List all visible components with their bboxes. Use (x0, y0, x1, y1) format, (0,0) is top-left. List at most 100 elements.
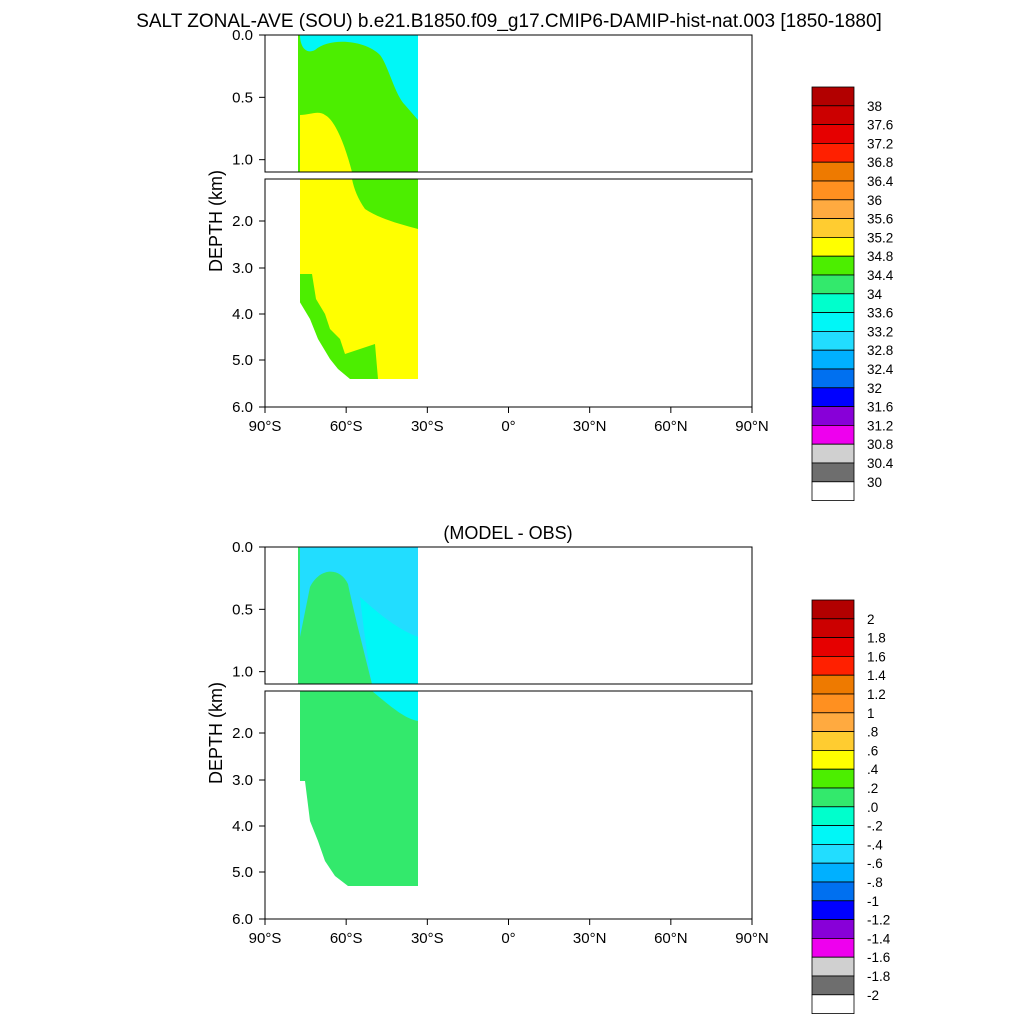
x-tick-label: 90°N (735, 418, 769, 435)
contour-fills (298, 35, 420, 407)
colorbar-label: 32.4 (867, 362, 894, 377)
y-tick-label: 2.0 (232, 213, 253, 230)
colorbar-label: 37.2 (867, 136, 893, 151)
x-tick-label: 30°S (411, 930, 444, 947)
colorbar-swatch (811, 462, 855, 483)
colorbar-swatch (811, 731, 855, 751)
x-tick-label: 90°N (735, 930, 769, 947)
colorbar-label: 31.6 (867, 400, 893, 415)
seafloor-mask (298, 781, 348, 886)
colorbar-swatch (811, 919, 855, 939)
x-tick-label: 60°N (654, 930, 688, 947)
colorbar-swatch (811, 180, 855, 201)
colorbar-swatch (811, 293, 855, 313)
colorbar-label: 36.8 (867, 155, 893, 170)
x-tick-label: 60°N (654, 418, 688, 435)
y-tick-label: 0.5 (232, 601, 253, 618)
colorbar-swatch (811, 349, 855, 370)
colorbar-swatch (811, 161, 855, 182)
colorbar-swatch (811, 881, 855, 902)
y-axis-label: DEPTH (km) (206, 682, 226, 784)
colorbar-swatch (811, 274, 855, 295)
y-tick-label: 6.0 (232, 911, 253, 928)
y-tick-label: 1.0 (232, 152, 253, 169)
y-axis-label: DEPTH (km) (206, 170, 226, 272)
x-tick-label: 0° (501, 418, 515, 435)
x-tick-label: 30°N (573, 418, 607, 435)
colorbar-swatch (811, 105, 855, 126)
colorbar-swatch (811, 218, 855, 238)
y-tick-label: 0.5 (232, 89, 253, 106)
colorbar-swatch (811, 656, 855, 676)
colorbar-swatch (811, 693, 855, 714)
colorbar-swatch (811, 844, 855, 864)
colorbar-swatch (811, 481, 855, 501)
colorbar-label: 1.4 (867, 668, 886, 683)
colorbar-swatch (811, 443, 855, 464)
colorbar-label: 1.2 (867, 687, 886, 702)
y-tick-label: 5.0 (232, 352, 253, 369)
colorbar-swatch (811, 255, 855, 276)
colorbar-swatch (811, 712, 855, 732)
region-33-6 (300, 35, 418, 120)
figure-title: SALT ZONAL-AVE (SOU) b.e21.B1850.f09_g17… (136, 11, 882, 32)
colorbar-label: 35.2 (867, 230, 893, 245)
x-tick-label: 90°S (249, 418, 282, 435)
y-tick-label: 0.0 (232, 27, 253, 44)
colorbar-swatch (811, 750, 855, 770)
y-tick-label: 0.0 (232, 539, 253, 556)
colorbar-label: 2 (867, 612, 875, 627)
colorbar-label: -.6 (867, 856, 883, 871)
colorbar-label: .6 (867, 743, 878, 758)
colorbar-swatch (811, 956, 855, 977)
region-neg-0-4 (360, 597, 418, 684)
colorbar-label: .2 (867, 781, 878, 796)
colorbar-label: 38 (867, 99, 882, 114)
seafloor-mask (300, 379, 420, 407)
colorbar-swatch (811, 862, 855, 883)
colorbar-label: .8 (867, 725, 878, 740)
colorbar-swatch (811, 368, 855, 389)
colorbar-label: 32 (867, 381, 882, 396)
colorbar-label: 34 (867, 287, 883, 302)
colorbar-swatch (811, 387, 855, 407)
panel-salinity: 0.0 0.5 1.0 2.0 3.0 4.0 5.0 6.0 DEPTH (km) 90°S 60… (206, 27, 894, 501)
colorbar-label: 30 (867, 475, 882, 490)
colorbar-swatch (811, 637, 855, 657)
colorbar-swatch (811, 599, 855, 620)
colorbar-swatch (811, 787, 855, 808)
x-tick-label: 60°S (330, 930, 363, 947)
colorbar-label: 36 (867, 193, 882, 208)
colorbar-label: 33.6 (867, 306, 893, 321)
colorbar-label: 35.6 (867, 212, 893, 227)
colorbar-label: -1.4 (867, 931, 891, 946)
colorbar-label: -.4 (867, 837, 883, 852)
colorbar-label: 36.4 (867, 174, 894, 189)
colorbar-label: 33.2 (867, 324, 893, 339)
colorbar-swatch (811, 994, 855, 1014)
colorbar-swatch (811, 312, 855, 332)
axes-frame-upper (264, 34, 753, 173)
colorbar-label: -1.6 (867, 950, 890, 965)
colorbar-swatch (811, 900, 855, 920)
y-tick-label: 5.0 (232, 864, 253, 881)
colorbar-swatch (811, 124, 855, 144)
colorbar-label: .4 (867, 762, 879, 777)
seafloor-mask (300, 886, 420, 919)
y-tick-label: 2.0 (232, 725, 253, 742)
colorbar-label: 30.4 (867, 456, 894, 471)
x-tick-label: 0° (501, 930, 515, 947)
region-0-2-lower (300, 691, 418, 886)
colorbar-label: 34.8 (867, 249, 893, 264)
y-tick-label: 4.0 (232, 306, 253, 323)
colorbar-swatch (811, 618, 855, 638)
colorbar-label: 37.6 (867, 118, 893, 133)
colorbar-swatch (811, 424, 855, 445)
colorbar-label: -1 (867, 894, 879, 909)
colorbar-swatch (811, 768, 855, 789)
colorbar-swatch (811, 938, 855, 958)
y-tick-label: 3.0 (232, 260, 253, 277)
colorbar-label: 1 (867, 706, 875, 721)
x-tick-label: 90°S (249, 930, 282, 947)
